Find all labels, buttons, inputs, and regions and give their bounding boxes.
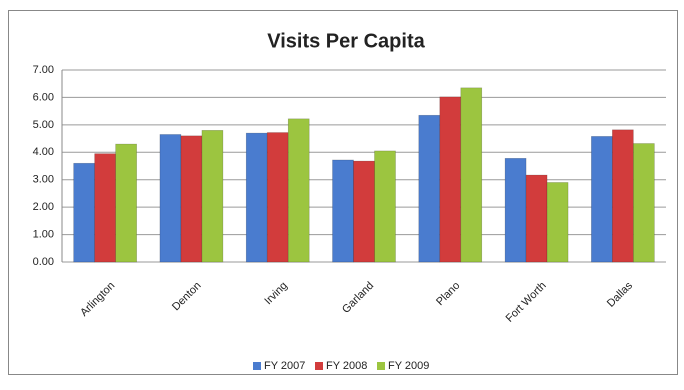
- bar: [266, 132, 289, 263]
- chart-title: Visits Per Capita: [267, 30, 425, 52]
- bar: [115, 143, 137, 263]
- bar: [546, 182, 569, 263]
- y-tick-label: 5.00: [33, 119, 54, 131]
- y-tick-label: 1.00: [33, 228, 54, 240]
- bar: [180, 135, 203, 263]
- bar: [73, 162, 95, 263]
- bar: [525, 174, 548, 263]
- bar: [332, 159, 354, 263]
- legend-swatch: [253, 362, 261, 370]
- bar: [374, 150, 396, 263]
- y-tick-label: 2.00: [33, 201, 54, 213]
- legend-swatch: [377, 362, 385, 370]
- bar: [591, 136, 613, 263]
- y-tick-label: 4.00: [33, 146, 54, 158]
- legend-label: FY 2008: [326, 360, 367, 372]
- bar: [439, 96, 462, 263]
- bar: [245, 132, 268, 263]
- bar: [94, 153, 116, 263]
- legend-swatch: [315, 362, 323, 370]
- bar: [201, 130, 224, 263]
- y-tick-label: 6.00: [33, 91, 54, 103]
- bar: [460, 87, 483, 263]
- legend-label: FY 2009: [388, 360, 429, 372]
- bar: [612, 129, 634, 263]
- legend-label: FY 2007: [264, 360, 305, 372]
- bar: [159, 134, 182, 263]
- bar: [504, 158, 527, 263]
- bar: [353, 160, 375, 263]
- y-tick-label: 3.00: [33, 174, 54, 186]
- bar: [287, 118, 310, 263]
- bar: [633, 143, 655, 263]
- y-tick-label: 7.00: [33, 64, 54, 76]
- y-tick-label: 0.00: [33, 256, 54, 268]
- bar: [418, 114, 441, 263]
